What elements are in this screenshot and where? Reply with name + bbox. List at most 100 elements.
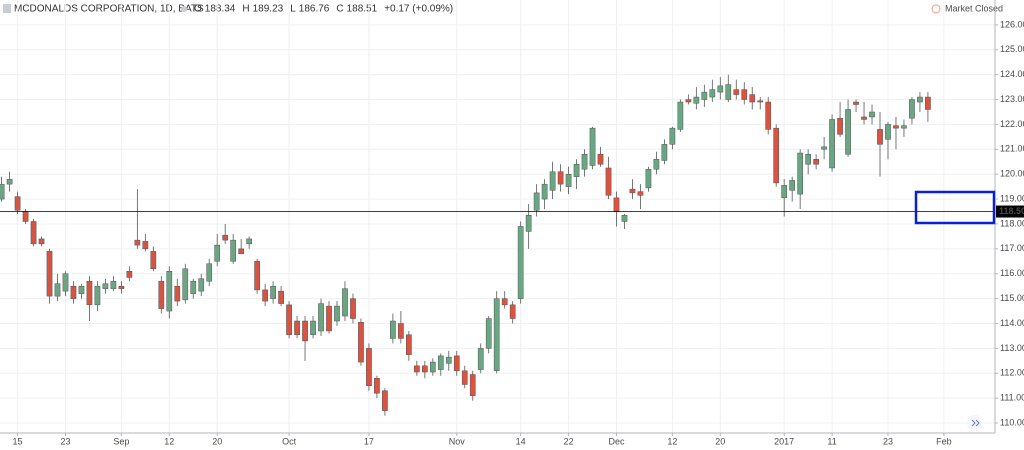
candle-body	[629, 188, 636, 194]
candle-body	[318, 303, 324, 332]
candle-body	[821, 146, 827, 150]
candle-body	[533, 192, 540, 211]
candle-body	[150, 251, 157, 270]
candle-body	[749, 94, 756, 103]
candle-body	[246, 238, 252, 245]
candle-body	[517, 226, 524, 299]
candle-body	[877, 129, 883, 145]
candle-body	[406, 334, 412, 355]
y-tick-label: 120.00	[1000, 169, 1024, 179]
candle-body	[685, 99, 692, 103]
y-tick-label: 124.00	[1000, 69, 1024, 79]
candle-body	[6, 178, 13, 185]
candle-body	[565, 173, 572, 187]
candle-body	[885, 124, 891, 140]
candle-body	[757, 100, 764, 103]
price-label: 118.50	[999, 206, 1024, 216]
drawn-rectangle[interactable]	[914, 190, 996, 225]
x-tick-label: 12	[164, 436, 174, 446]
y-tick-label: 110.00	[1000, 417, 1024, 427]
candle-body	[342, 288, 348, 317]
candle-body	[286, 304, 292, 335]
candle-body	[429, 361, 436, 373]
y-tick-label: 111.00	[1000, 393, 1024, 403]
candle-body	[909, 99, 915, 119]
candle-body	[925, 96, 931, 110]
y-tick-label: 115.00	[1000, 293, 1024, 303]
candle-body	[869, 111, 875, 118]
candle-body	[613, 197, 620, 212]
x-tick-label: Dec	[608, 436, 625, 446]
candle-body	[0, 183, 5, 200]
candle-body	[509, 304, 516, 319]
candle-body	[621, 215, 628, 222]
candle-body	[589, 127, 596, 166]
ohlc-c: 188.51	[347, 4, 378, 15]
candle-body	[222, 234, 229, 241]
y-tick-label: 122.00	[1000, 119, 1024, 129]
candle-body	[302, 320, 308, 342]
candle-body	[78, 285, 85, 294]
y-tick-label: 117.00	[1000, 243, 1024, 253]
ohlc-change: +0.17 (+0.09%)	[384, 4, 453, 15]
candle-body	[469, 374, 476, 396]
candle-body	[581, 154, 588, 170]
y-tick-label: 118.00	[1000, 218, 1024, 228]
ohlc-c-label: C	[336, 4, 343, 15]
scroll-icon	[971, 419, 980, 427]
candle-body	[214, 244, 221, 262]
candle-body	[254, 261, 260, 291]
candle-body	[637, 191, 644, 196]
candle-body	[693, 96, 700, 104]
candle-body	[350, 298, 356, 319]
candle-body	[366, 348, 372, 386]
x-tick-label: Feb	[936, 436, 952, 446]
candle-body	[110, 280, 117, 289]
candle-body	[781, 185, 788, 199]
candle-body	[573, 163, 580, 177]
candle-body	[102, 283, 109, 289]
candle-body	[374, 378, 380, 394]
candle-body	[118, 285, 125, 289]
candle-body	[206, 263, 213, 282]
x-tick-label: 23	[60, 436, 70, 446]
y-tick-label: 121.00	[1000, 144, 1024, 154]
x-tick-label: 11	[827, 436, 836, 446]
y-tick-label: 126.00	[1000, 19, 1024, 29]
candle-body	[238, 248, 245, 255]
ohlc-h-label: H	[242, 4, 249, 15]
candle-body	[190, 280, 197, 294]
x-tick-label: Sep	[113, 436, 129, 446]
candle-body	[653, 159, 660, 170]
candle-body	[270, 285, 276, 299]
candle-body	[334, 305, 340, 322]
candle-body	[485, 318, 492, 349]
candle-body	[278, 290, 284, 304]
y-tick-label: 123.00	[1000, 94, 1024, 104]
candle-body	[86, 280, 93, 306]
candle-body	[166, 270, 173, 312]
candle-body	[198, 278, 205, 292]
candle-body	[182, 268, 189, 301]
ohlc-l: 186.76	[299, 4, 330, 15]
x-tick-label: 22	[564, 436, 574, 446]
x-tick-label: 12	[667, 436, 677, 446]
candle-body	[797, 152, 804, 195]
candle-body	[70, 285, 77, 299]
candle-body	[22, 211, 29, 222]
market-status: Market Closed	[945, 3, 1003, 13]
candle-body	[126, 270, 133, 278]
y-tick-label: 116.00	[1000, 268, 1024, 278]
axes: 110.00 111.00 112.00 113.00 114.00 115.00 116.…	[13, 19, 1024, 446]
candle-body	[14, 196, 21, 211]
candle-body	[765, 101, 772, 130]
candle-body	[382, 390, 388, 411]
candle-body	[557, 171, 564, 185]
candle-body	[326, 305, 332, 332]
candle-body	[501, 298, 508, 306]
ohlc-h: 189.23	[253, 4, 284, 15]
grid	[0, 0, 995, 433]
candle-body	[493, 298, 500, 372]
